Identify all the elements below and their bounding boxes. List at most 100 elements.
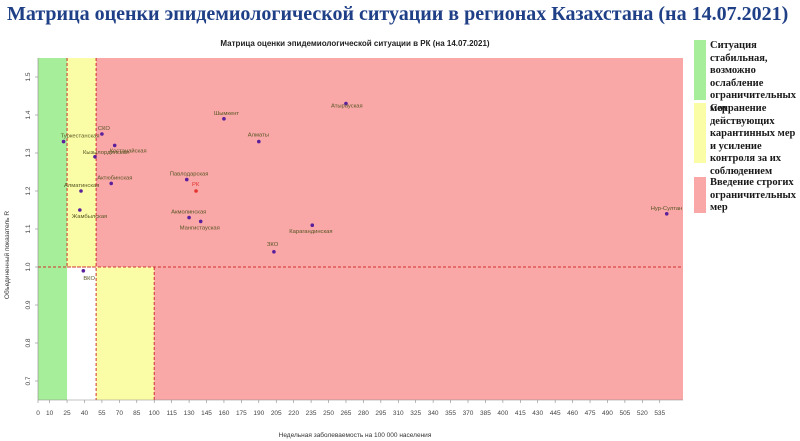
threshold-lines bbox=[38, 58, 683, 400]
point-6 bbox=[78, 208, 82, 212]
x-tick-label-385: 385 bbox=[480, 410, 491, 417]
point-label-17: Нур-Султан bbox=[651, 206, 683, 212]
epidemic-matrix-chart: Матрица оценки эпидемиологической ситуац… bbox=[3, 39, 684, 439]
x-tick-label-55: 55 bbox=[98, 410, 106, 417]
x-tick-label-115: 115 bbox=[166, 410, 177, 417]
x-tick-label-535: 535 bbox=[654, 410, 665, 417]
y-axis: 0.7 0.8 0.9 1.0 1.1 1.2 1.3 1.4 1.5 bbox=[25, 58, 39, 400]
y-axis-label: Объединенный показатель R bbox=[3, 211, 11, 299]
point-7 bbox=[81, 269, 86, 273]
point-12 bbox=[194, 189, 198, 193]
y-tick-label-1.3: 1.3 bbox=[25, 148, 32, 157]
x-tick-label-130: 130 bbox=[184, 410, 195, 417]
x-tick-label-175: 175 bbox=[236, 410, 247, 417]
point-4 bbox=[79, 189, 83, 193]
x-tick-label-10: 10 bbox=[46, 410, 54, 417]
x-tick-label-220: 220 bbox=[288, 410, 299, 417]
zone-red-3 bbox=[96, 58, 684, 267]
x-tick-label-475: 475 bbox=[585, 410, 596, 417]
point-label-12: РК bbox=[192, 182, 200, 188]
zones-layer bbox=[38, 58, 684, 400]
point-3 bbox=[93, 155, 97, 159]
page-title: Матрица оценки эпидемиологической ситуац… bbox=[7, 3, 789, 25]
y-tick-label-0.8: 0.8 bbox=[25, 338, 32, 347]
zone-yellow-2 bbox=[96, 267, 155, 400]
x-tick-label-100: 100 bbox=[149, 410, 160, 417]
x-tick-label-355: 355 bbox=[445, 410, 456, 417]
point-8 bbox=[222, 117, 226, 121]
x-tick-label-430: 430 bbox=[532, 410, 543, 417]
point-label-8: Шымкент bbox=[214, 111, 239, 117]
zone-green-0 bbox=[38, 58, 68, 400]
legend-text-yellow: Сохранение действующих карантинных мер и… bbox=[710, 103, 796, 177]
x-tick-label-70: 70 bbox=[116, 410, 124, 417]
point-label-5: Актюбинская bbox=[97, 175, 132, 181]
x-axis: 0 10 25 40 55 70 85 100 115 130 145 160 175 190 205 220… bbox=[36, 399, 683, 417]
point-13 bbox=[187, 215, 191, 220]
x-tick-label-250: 250 bbox=[323, 410, 334, 417]
x-tick-label-205: 205 bbox=[271, 410, 282, 417]
point-9 bbox=[344, 101, 348, 106]
point-2 bbox=[112, 143, 117, 148]
point-label-7: ВКО bbox=[83, 276, 95, 282]
y-tick-label-1.5: 1.5 bbox=[25, 72, 32, 81]
point-1 bbox=[100, 132, 104, 136]
x-tick-label-370: 370 bbox=[463, 410, 474, 417]
x-tick-label-400: 400 bbox=[497, 410, 508, 417]
point-label-11: Павлодарская bbox=[170, 172, 209, 178]
chart-title: Матрица оценки эпидемиологической ситуац… bbox=[220, 39, 489, 48]
legend-text-red: Введение строгих ограничительных мер bbox=[710, 177, 796, 213]
x-tick-label-415: 415 bbox=[515, 410, 526, 417]
point-label-15: Карагандинская bbox=[289, 229, 332, 235]
legend-swatch-red bbox=[694, 177, 706, 213]
point-label-10: Алматы bbox=[248, 133, 269, 139]
x-tick-label-235: 235 bbox=[306, 410, 317, 417]
x-tick-label-190: 190 bbox=[253, 410, 264, 417]
point-label-0: Туркестанская bbox=[61, 134, 100, 140]
point-label-4: Алматинская bbox=[64, 183, 99, 189]
x-tick-label-85: 85 bbox=[133, 410, 141, 417]
x-tick-label-340: 340 bbox=[428, 410, 439, 417]
point-15 bbox=[310, 223, 315, 227]
x-tick-label-445: 445 bbox=[550, 410, 561, 417]
point-0 bbox=[61, 139, 66, 144]
y-tick-label-1.1: 1.1 bbox=[25, 224, 32, 233]
x-tick-label-40: 40 bbox=[81, 410, 89, 417]
point-14 bbox=[198, 219, 203, 224]
zone-yellow-1 bbox=[67, 58, 97, 267]
x-tick-label-160: 160 bbox=[219, 410, 230, 417]
x-tick-label-295: 295 bbox=[375, 410, 386, 417]
x-tick-label-505: 505 bbox=[619, 410, 630, 417]
point-label-1: СКО bbox=[98, 126, 110, 132]
x-tick-label-280: 280 bbox=[358, 410, 369, 417]
points-layer: Туркестанская СКО КостанайскаяКызылординск… bbox=[61, 101, 683, 282]
x-tick-label-310: 310 bbox=[393, 410, 404, 417]
point-label-16: ЗКО bbox=[267, 242, 279, 248]
legend-swatch-green bbox=[694, 40, 706, 100]
x-tick-label-490: 490 bbox=[602, 410, 613, 417]
point-17 bbox=[664, 212, 669, 216]
x-tick-label-520: 520 bbox=[637, 410, 648, 417]
y-tick-label-0.9: 0.9 bbox=[25, 300, 32, 309]
point-label-9: Атырауская bbox=[331, 104, 363, 110]
point-5 bbox=[109, 181, 114, 186]
y-tick-label-1.2: 1.2 bbox=[25, 186, 32, 195]
legend-swatch-yellow bbox=[694, 103, 706, 163]
x-tick-label-0: 0 bbox=[36, 410, 40, 417]
x-axis-label: Недельная заболеваемость на 100 000 насе… bbox=[279, 431, 432, 439]
x-tick-label-460: 460 bbox=[567, 410, 578, 417]
point-16 bbox=[272, 250, 276, 254]
x-tick-label-145: 145 bbox=[201, 410, 212, 417]
y-tick-label-0.7: 0.7 bbox=[25, 376, 32, 385]
y-tick-label-1: 1.0 bbox=[25, 262, 32, 271]
y-tick-label-1.4: 1.4 bbox=[25, 110, 32, 119]
x-tick-label-265: 265 bbox=[341, 410, 352, 417]
legend-text-green: Ситуация стабильная, возможно ослабление… bbox=[710, 40, 796, 114]
x-tick-label-25: 25 bbox=[63, 410, 71, 417]
x-tick-label-325: 325 bbox=[410, 410, 421, 417]
point-label-2: Костанайская bbox=[110, 147, 147, 154]
point-label-6: Жамбылская bbox=[72, 214, 107, 220]
point-11 bbox=[184, 177, 189, 182]
zone-red-4 bbox=[154, 267, 684, 400]
point-label-3: Кызылординская bbox=[83, 150, 129, 156]
